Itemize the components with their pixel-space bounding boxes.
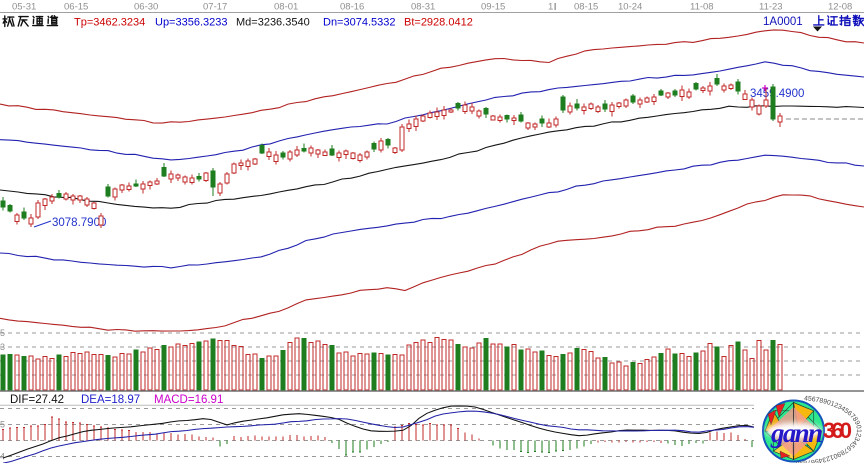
svg-text:Md=3236.3540: Md=3236.3540 bbox=[236, 17, 310, 29]
svg-text:09-15: 09-15 bbox=[481, 2, 505, 13]
svg-text:Up=3356.3233: Up=3356.3233 bbox=[155, 17, 227, 29]
svg-text:11-23: 11-23 bbox=[759, 2, 783, 13]
svg-text:1A0001: 1A0001 bbox=[763, 16, 803, 28]
svg-text:5: 5 bbox=[0, 420, 5, 430]
svg-text:gann: gann bbox=[770, 418, 823, 448]
svg-text:12-08: 12-08 bbox=[828, 2, 852, 13]
svg-text:08-15: 08-15 bbox=[574, 2, 598, 13]
svg-text:3: 3 bbox=[0, 342, 5, 352]
svg-text:Tp=3462.3234: Tp=3462.3234 bbox=[74, 17, 145, 29]
svg-text:Dn=3074.5332: Dn=3074.5332 bbox=[323, 17, 395, 29]
svg-text:06-30: 06-30 bbox=[134, 2, 158, 13]
svg-text:4: 4 bbox=[0, 452, 5, 462]
svg-text:MACD=16.91: MACD=16.91 bbox=[154, 394, 223, 406]
svg-text:05-31: 05-31 bbox=[12, 2, 36, 13]
svg-text:3078.7900: 3078.7900 bbox=[52, 217, 106, 229]
svg-text:06-15: 06-15 bbox=[64, 2, 88, 13]
svg-text:3459.4900: 3459.4900 bbox=[750, 88, 804, 100]
svg-text:Bt=2928.0412: Bt=2928.0412 bbox=[404, 17, 473, 29]
svg-text:DEA=18.97: DEA=18.97 bbox=[81, 394, 140, 406]
svg-text:08-16: 08-16 bbox=[340, 2, 364, 13]
svg-text:08-01: 08-01 bbox=[274, 2, 298, 13]
svg-text:360: 360 bbox=[823, 418, 852, 443]
svg-text:07-17: 07-17 bbox=[203, 2, 227, 13]
svg-text:11-08: 11-08 bbox=[690, 2, 714, 13]
svg-text:08-31: 08-31 bbox=[411, 2, 435, 13]
svg-text:5: 5 bbox=[0, 328, 5, 338]
svg-text:10-24: 10-24 bbox=[618, 2, 642, 13]
svg-text:1: 1 bbox=[548, 2, 553, 13]
svg-text:DIF=27.42: DIF=27.42 bbox=[10, 394, 64, 406]
